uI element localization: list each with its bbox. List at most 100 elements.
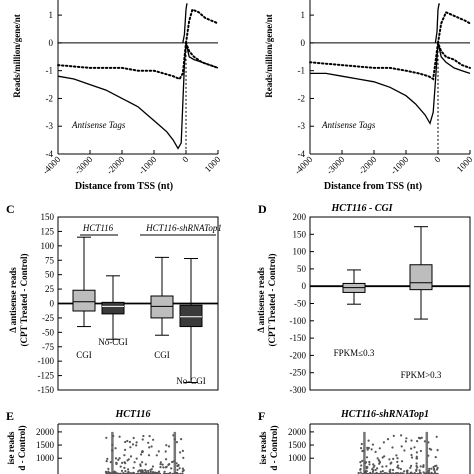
panel-d-title: HCT116 - CGI — [330, 203, 393, 214]
panel-e-point — [152, 438, 155, 441]
panel-e-point — [172, 460, 175, 463]
panel-c-ytick-label: 125 — [41, 226, 55, 236]
panel-e-ytick-label: 1000 — [36, 453, 55, 463]
panel-d-box — [409, 264, 433, 291]
panel-e-ytick-label: 1500 — [36, 440, 55, 450]
panel-e-point — [165, 458, 168, 461]
panel-e-point — [141, 450, 144, 453]
panel-f-point — [385, 465, 388, 468]
panel-e-point — [114, 447, 117, 450]
panel-f-point — [378, 447, 381, 450]
panel-f-point — [375, 471, 378, 474]
panel-f-point — [372, 466, 375, 469]
panel-e-point — [142, 434, 145, 438]
panel-f-point — [359, 471, 362, 474]
panel-e-point — [182, 456, 185, 459]
panel-b-series-1-solid — [310, 42, 471, 126]
panel-c-ytick-label: -125 — [38, 371, 55, 381]
panel-c-ytick-label: 150 — [41, 212, 55, 222]
panel-e-point — [180, 438, 183, 441]
panel-f-point — [368, 460, 371, 464]
panel-c-ylabel: Δ antisense reads (CPT Treated - Control… — [8, 254, 29, 347]
panel-e-point — [123, 466, 126, 469]
panel-f-point — [359, 468, 362, 471]
panel-e-point — [149, 470, 152, 473]
panel-d-ytick-label: -150 — [290, 333, 307, 343]
panel-e-point — [128, 440, 131, 444]
panel-b-ytick-label: 0 — [301, 38, 306, 48]
panel-a-ytick-label: -4 — [46, 149, 54, 159]
panel-e-point — [112, 434, 115, 438]
panel-letter-d: D — [258, 202, 267, 216]
panel-a-ytick-label: -3 — [46, 121, 54, 131]
panel-b-xtick-label: -4000 — [292, 154, 314, 176]
panel-e-point — [135, 441, 138, 444]
panel-c-box — [101, 301, 125, 315]
panel-d-frame — [309, 216, 471, 391]
panel-e-point — [129, 455, 133, 458]
panel-f-point — [381, 470, 384, 473]
panel-f-point — [409, 466, 412, 469]
panel-f-point — [403, 449, 406, 452]
panel-f-point — [396, 466, 399, 469]
panel-e-point — [129, 446, 132, 449]
panel-f-point — [415, 469, 418, 472]
panel-f-point — [434, 456, 437, 459]
panel-a-xtick-label: -3000 — [72, 154, 94, 176]
panel-f-point — [369, 471, 372, 474]
panel-letter-e: E — [6, 409, 14, 423]
panel-e-point — [144, 469, 147, 472]
panel-f-point — [392, 434, 395, 437]
panel-f-point — [435, 464, 438, 467]
panel-e-point — [147, 454, 151, 457]
panel-f-point — [419, 437, 422, 440]
panel-f-point — [359, 461, 362, 464]
panel-f-point — [413, 446, 416, 449]
panel-c-box-label: CGI — [76, 350, 92, 360]
panel-b-xtick-label: 1000 — [455, 154, 474, 174]
panel-b-ylabel: Reads/million/gene/nt — [264, 14, 274, 98]
panel-f-point — [377, 459, 380, 462]
chart-marks: -4-3-2-101-4000 -3000 -2000 -1000 0 1000-4-3-… — [36, 0, 474, 474]
panel-e-point — [165, 444, 168, 447]
panel-f-point — [410, 464, 413, 467]
panel-b-xtick-label: -1000 — [388, 154, 410, 176]
panel-e-point — [144, 463, 147, 466]
panel-e-point — [167, 445, 171, 448]
panel-e-point — [163, 470, 166, 473]
panel-f-point — [428, 467, 431, 470]
panel-c-group-1: HCT116 — [82, 223, 114, 233]
panel-e-point — [150, 445, 153, 448]
panel-d-ytick-label: -250 — [290, 368, 307, 378]
panel-f-point — [400, 434, 403, 437]
panel-c-ylabel-line1: Δ antisense reads — [8, 267, 18, 333]
panel-b-ytick-label: -1 — [298, 66, 306, 76]
panel-d-ytick-label: -300 — [290, 385, 307, 395]
panel-c-box-label: No-CGI — [176, 376, 206, 386]
panel-c-ytick-label: 75 — [45, 255, 55, 265]
panel-f-point — [360, 447, 363, 450]
panel-c-ytick-label: -50 — [42, 327, 54, 337]
panel-c-ytick-label: -25 — [42, 313, 54, 323]
panel-a-ytick-label: -2 — [46, 93, 54, 103]
panel-f-point — [365, 456, 369, 459]
panel-e-point — [132, 466, 135, 469]
panel-e-point — [140, 469, 143, 472]
panel-c-box — [150, 295, 174, 319]
panel-e-point — [131, 443, 135, 446]
panel-b-series-2-dotted — [309, 42, 471, 81]
panel-e-point — [155, 471, 158, 474]
panel-b-series-3-solid — [434, 3, 440, 43]
panel-letter-f: F — [258, 409, 265, 423]
panel-f-point — [371, 468, 374, 471]
panel-d-ytick-label: -50 — [294, 299, 306, 309]
panel-f-point — [410, 447, 413, 450]
panel-b-xtick-label: 0 — [432, 154, 443, 165]
panel-b-ytick-label: -4 — [298, 149, 306, 159]
panel-f-ytick-label: 1000 — [288, 453, 307, 463]
panel-d-ytick-label: 50 — [297, 264, 307, 274]
panel-f-ylabel-line1: ise reads — [258, 431, 268, 465]
panel-f-point — [436, 449, 439, 452]
panel-c-group-2: HCT116-shRNATop1 — [145, 223, 222, 233]
